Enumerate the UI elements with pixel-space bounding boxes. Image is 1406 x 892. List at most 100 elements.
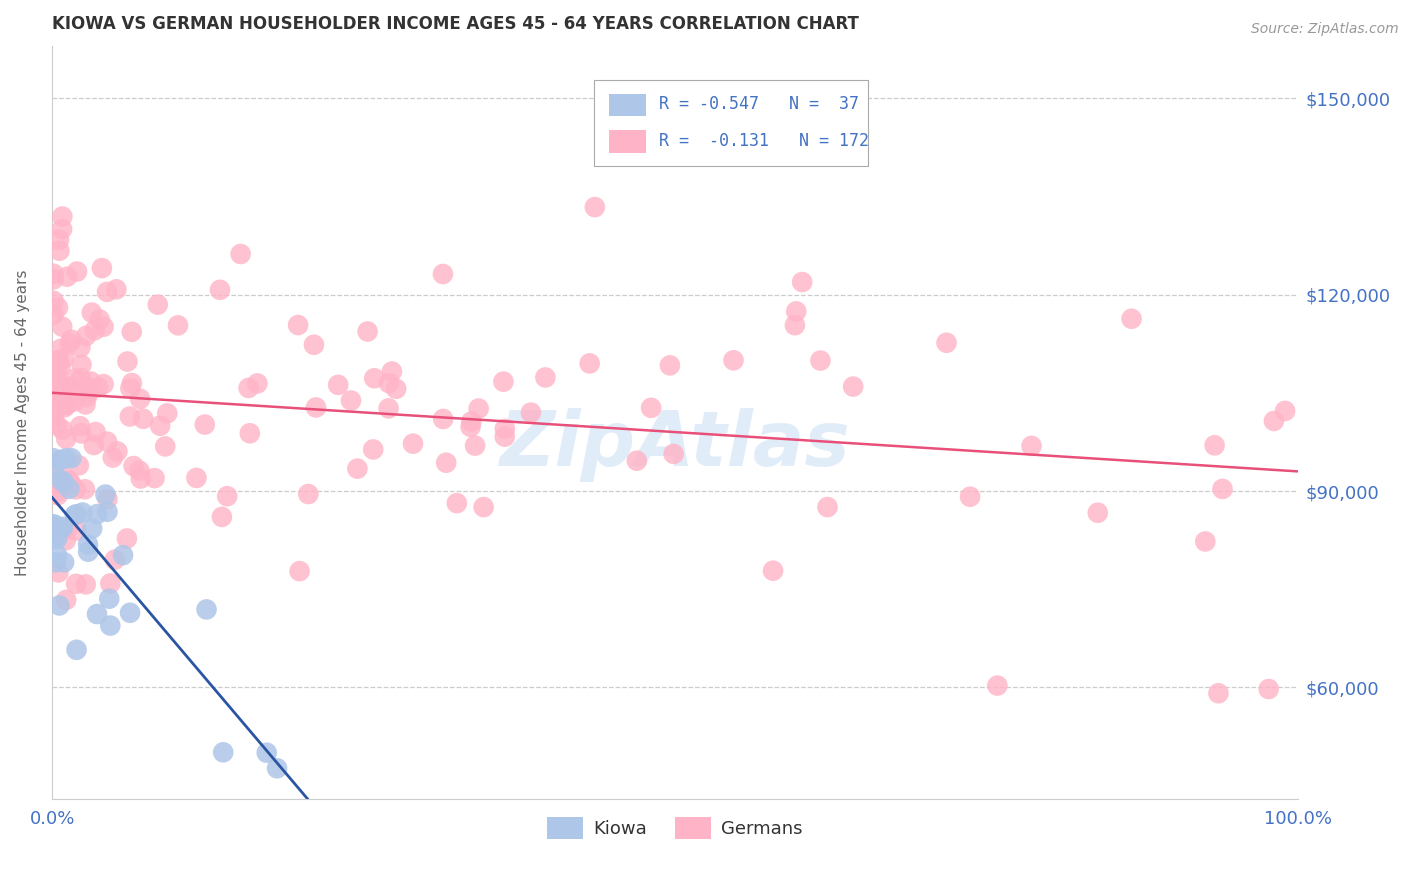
Point xyxy=(785,304,807,318)
Point xyxy=(42,461,65,475)
Point xyxy=(55,451,77,466)
Point xyxy=(70,426,93,441)
Point xyxy=(52,521,75,535)
Point xyxy=(1208,686,1230,700)
Point xyxy=(460,420,482,434)
Point xyxy=(52,475,75,490)
Point xyxy=(578,356,600,370)
Point xyxy=(1204,438,1226,452)
Point xyxy=(340,393,363,408)
Point xyxy=(98,618,121,632)
Point xyxy=(48,244,70,258)
Point xyxy=(464,439,486,453)
Point xyxy=(56,522,79,536)
Point xyxy=(42,522,65,536)
Text: KIOWA VS GERMAN HOUSEHOLDER INCOME AGES 45 - 64 YEARS CORRELATION CHART: KIOWA VS GERMAN HOUSEHOLDER INCOME AGES … xyxy=(52,15,859,33)
Point xyxy=(534,370,557,384)
Point xyxy=(46,473,69,487)
Point xyxy=(52,520,75,534)
Point xyxy=(45,368,67,383)
Point xyxy=(58,336,80,351)
Y-axis label: Householder Income Ages 45 - 64 years: Householder Income Ages 45 - 64 years xyxy=(15,269,30,575)
Point xyxy=(117,354,139,368)
Point xyxy=(817,500,839,514)
Point xyxy=(128,464,150,478)
Point xyxy=(49,360,72,375)
Point xyxy=(385,382,408,396)
Point xyxy=(90,261,112,276)
Point xyxy=(86,607,108,621)
Point xyxy=(58,474,80,488)
Point xyxy=(51,391,73,405)
Point xyxy=(45,365,67,379)
Point xyxy=(432,412,454,426)
Point xyxy=(72,506,94,520)
Point xyxy=(42,293,65,308)
Point xyxy=(96,492,118,507)
Point xyxy=(120,606,142,620)
Point xyxy=(89,312,111,326)
Point xyxy=(98,591,121,606)
Legend: Kiowa, Germans: Kiowa, Germans xyxy=(540,810,810,847)
Point xyxy=(328,377,350,392)
Point xyxy=(959,490,981,504)
Point xyxy=(118,409,141,424)
Point xyxy=(59,380,82,394)
Point xyxy=(70,358,93,372)
Point xyxy=(48,233,70,247)
Point xyxy=(111,548,134,562)
Point xyxy=(49,453,72,467)
Point xyxy=(520,406,543,420)
Point xyxy=(63,371,86,385)
Point xyxy=(1121,311,1143,326)
Point xyxy=(45,392,67,406)
Point xyxy=(46,418,69,433)
Point xyxy=(51,210,73,224)
Point xyxy=(60,333,83,347)
Point xyxy=(156,406,179,420)
Point xyxy=(79,384,101,399)
Point xyxy=(67,458,90,473)
Point xyxy=(55,593,77,607)
Point xyxy=(381,364,404,378)
Point xyxy=(83,323,105,337)
Point xyxy=(77,537,100,551)
Point xyxy=(935,335,957,350)
Point xyxy=(792,275,814,289)
Point xyxy=(45,353,67,368)
Point xyxy=(842,379,865,393)
Point xyxy=(42,411,65,425)
Point xyxy=(51,423,73,437)
Point xyxy=(44,406,66,420)
Point xyxy=(42,308,65,322)
Point xyxy=(76,390,98,404)
Point xyxy=(266,761,288,775)
Point xyxy=(49,376,72,391)
Point xyxy=(53,555,76,569)
Point xyxy=(75,329,97,343)
Point xyxy=(238,381,260,395)
Point xyxy=(55,533,77,548)
Point xyxy=(305,401,328,415)
Point xyxy=(65,524,87,538)
Point xyxy=(63,394,86,409)
Point xyxy=(434,456,457,470)
Point xyxy=(640,401,662,415)
Point xyxy=(42,451,65,466)
Point xyxy=(49,342,72,356)
Point xyxy=(93,377,115,392)
Text: R =  -0.131   N = 172: R = -0.131 N = 172 xyxy=(658,131,869,150)
Point xyxy=(460,415,482,429)
Point xyxy=(195,602,218,616)
Point xyxy=(75,397,97,411)
Point xyxy=(55,398,77,412)
Point xyxy=(120,381,142,395)
Point xyxy=(432,267,454,281)
Point xyxy=(80,375,103,389)
Point xyxy=(42,475,65,489)
Point xyxy=(105,444,128,458)
Point xyxy=(115,532,138,546)
Point xyxy=(212,745,235,759)
Point xyxy=(48,354,70,368)
Point xyxy=(246,376,269,391)
